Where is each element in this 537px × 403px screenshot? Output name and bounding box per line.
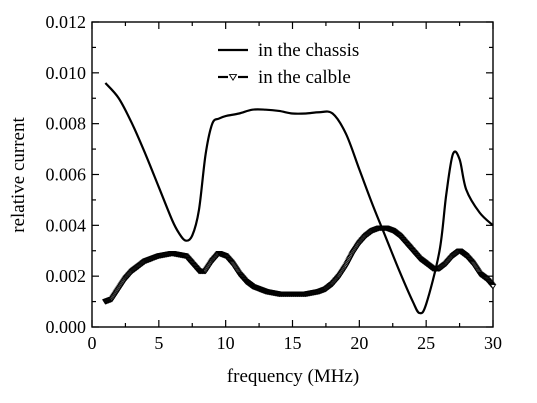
x-tick-label: 20 bbox=[350, 333, 368, 353]
x-tick-label: 30 bbox=[484, 333, 502, 353]
x-tick-label: 0 bbox=[88, 333, 97, 353]
series-line bbox=[104, 226, 494, 303]
series-2 bbox=[101, 225, 497, 305]
y-tick-label: 0.010 bbox=[46, 63, 87, 83]
series-layer bbox=[101, 82, 497, 315]
legend-label: in the chassis bbox=[258, 40, 359, 61]
legend: in the chassis in the calble bbox=[218, 40, 359, 88]
y-tick-label: 0.002 bbox=[46, 266, 87, 286]
y-tick-label: 0.008 bbox=[46, 114, 87, 134]
x-axis-label: frequency (MHz) bbox=[227, 366, 359, 387]
series-line bbox=[104, 82, 494, 315]
x-tick-label: 10 bbox=[217, 333, 235, 353]
axes: 0 5 10 15 20 25 30 0.000 0.002 0.004 0.006 0.008 0.0… bbox=[46, 12, 503, 353]
x-tick-label: 5 bbox=[154, 333, 163, 353]
y-tick-label: 0.012 bbox=[46, 12, 87, 32]
legend-label: in the calble bbox=[258, 67, 351, 88]
y-tick-label: 0.000 bbox=[46, 317, 87, 337]
legend-item: in the calble bbox=[218, 67, 351, 88]
x-tick-label: 25 bbox=[417, 333, 435, 353]
series-1 bbox=[104, 82, 494, 315]
data-point bbox=[489, 284, 497, 290]
y-axis-label: relative current bbox=[8, 117, 29, 233]
legend-marker bbox=[228, 74, 238, 81]
legend-item: in the chassis bbox=[218, 40, 359, 61]
y-tick-label: 0.006 bbox=[46, 165, 87, 185]
y-tick-label: 0.004 bbox=[46, 215, 87, 235]
x-tick-label: 15 bbox=[284, 333, 302, 353]
